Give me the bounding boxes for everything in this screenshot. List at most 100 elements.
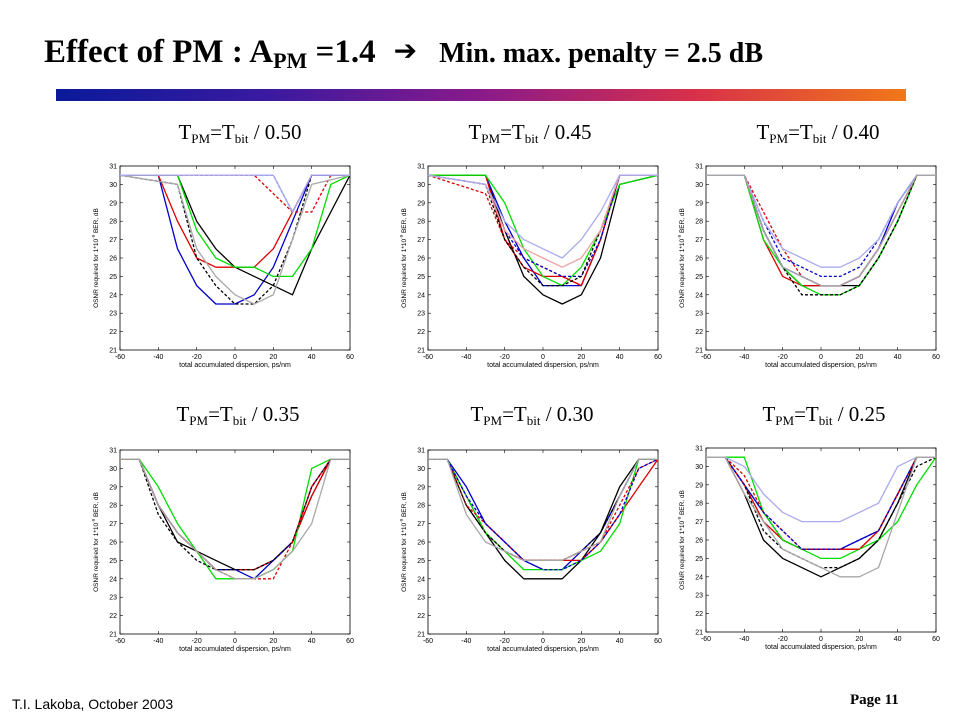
plot-frame: [119, 165, 351, 351]
x-tick-label: -60: [115, 638, 125, 645]
title-penalty: Min. max. penalty = 2.5 dB: [439, 38, 764, 69]
series-line-9: [706, 174, 936, 287]
y-tick-label: 29: [417, 484, 425, 491]
y-tick-label: 21: [695, 348, 703, 355]
x-axis-label: total accumulated dispersion, ps/nm: [765, 644, 877, 651]
y-tick-label: 25: [109, 558, 117, 565]
x-tick-label: 60: [932, 354, 940, 361]
series-line-7: [706, 174, 936, 278]
y-tick-label: 26: [109, 256, 117, 263]
x-tick-label: 60: [346, 638, 354, 645]
chart-4: 21 22 23 24 25 26 27 28 29 30 31 -60 -40 -20 0 20 40 60 to…: [91, 448, 354, 654]
x-axis-label: total accumulated dispersion, ps/nm: [487, 646, 599, 653]
x-tick-label: -40: [739, 354, 749, 361]
y-tick-label: 31: [109, 448, 117, 455]
x-tick-label: -40: [153, 638, 163, 645]
y-tick-label: 27: [109, 521, 117, 528]
x-tick-label: 40: [308, 354, 316, 361]
y-tick-label: 25: [695, 274, 703, 281]
page-number: Page 11: [850, 692, 899, 708]
series-line-4: [428, 174, 659, 287]
x-tick-label: -20: [778, 354, 788, 361]
plot-frame: [705, 447, 937, 633]
y-axis-label: OSNR required for 1*10-9 BER, dB: [91, 208, 100, 308]
y-tick-label: 21: [695, 630, 703, 637]
y-tick-label: 22: [109, 329, 117, 336]
y-tick-label: 23: [695, 593, 703, 600]
y-tick-label: 22: [417, 329, 425, 336]
panel-title-3: TPM=Tbit / 0.40: [756, 120, 880, 146]
y-tick-label: 26: [695, 256, 703, 263]
y-tick-label: 23: [417, 311, 425, 318]
slide-title: Effect of PM : APM =1.4 ➔ Min. max. penalt…: [44, 34, 763, 74]
y-tick-label: 24: [109, 576, 117, 583]
chart-5: 21 22 23 24 25 26 27 28 29 30 31 -60 -40 -20 0 20 40 60 to…: [399, 448, 662, 654]
x-tick-label: -40: [461, 354, 471, 361]
y-tick-label: 28: [695, 501, 703, 508]
x-tick-label: 40: [616, 354, 624, 361]
accent-gradient-bar: [56, 89, 906, 101]
chart-6: 21 22 23 24 25 26 27 28 29 30 31 -60 -40 -20 0 20 40 60 to…: [677, 446, 940, 652]
x-tick-label: -60: [701, 354, 711, 361]
y-tick-label: 25: [695, 556, 703, 563]
x-tick-label: -20: [500, 638, 510, 645]
y-tick-label: 21: [417, 632, 425, 639]
y-tick-label: 25: [417, 558, 425, 565]
y-tick-label: 24: [109, 292, 117, 299]
y-tick-label: 23: [417, 595, 425, 602]
y-tick-label: 29: [109, 200, 117, 207]
x-tick-label: -40: [153, 354, 163, 361]
y-tick-label: 24: [695, 292, 703, 299]
y-tick-label: 26: [417, 540, 425, 547]
panel-title-4: TPM=Tbit / 0.35: [176, 402, 300, 428]
y-tick-label: 22: [695, 329, 703, 336]
y-tick-label: 24: [417, 292, 425, 299]
footer-author: T.I. Lakoba, October 2003: [12, 696, 174, 712]
y-tick-label: 29: [109, 484, 117, 491]
y-tick-label: 28: [417, 503, 425, 510]
series-line-8: [706, 174, 936, 268]
y-axis-label: OSNR required for 1*10-9 BER, dB: [399, 492, 408, 592]
series-line-9: [120, 174, 350, 213]
series-line-5: [119, 174, 350, 305]
chart-3: 21 22 23 24 25 26 27 28 29 30 31 -60 -40 -20 0 20 40 60 to…: [677, 164, 940, 370]
x-tick-label: -40: [461, 638, 471, 645]
y-tick-label: 31: [417, 448, 425, 455]
y-tick-label: 22: [109, 613, 117, 620]
x-tick-label: -20: [500, 354, 510, 361]
y-tick-label: 29: [695, 482, 703, 489]
y-axis-label: OSNR required for 1*10-9 BER, dB: [677, 208, 686, 308]
series-line-8: [119, 174, 351, 305]
y-tick-label: 30: [417, 466, 425, 473]
series-line-4: [120, 174, 351, 278]
plot-frame: [119, 449, 351, 635]
y-tick-label: 27: [695, 519, 703, 526]
y-axis-label: OSNR required for 1*10-9 BER, dB: [677, 490, 686, 590]
y-tick-label: 29: [695, 200, 703, 207]
panel-title-5: TPM=Tbit / 0.30: [470, 402, 594, 428]
x-tick-label: 20: [577, 354, 585, 361]
x-axis-label: total accumulated dispersion, ps/nm: [765, 362, 877, 369]
x-tick-label: 0: [819, 636, 823, 643]
y-tick-label: 27: [417, 521, 425, 528]
series-line-7: [706, 456, 936, 550]
x-tick-label: -40: [739, 636, 749, 643]
y-tick-label: 25: [417, 274, 425, 281]
x-tick-label: 0: [819, 354, 823, 361]
x-tick-label: 40: [894, 636, 902, 643]
x-tick-label: 40: [308, 638, 316, 645]
series-line-3: [120, 174, 351, 296]
y-tick-label: 28: [417, 219, 425, 226]
x-tick-label: -60: [423, 354, 433, 361]
y-tick-label: 24: [417, 576, 425, 583]
y-tick-label: 27: [695, 237, 703, 244]
x-tick-label: 0: [541, 638, 545, 645]
y-tick-label: 27: [417, 237, 425, 244]
x-tick-label: 60: [346, 354, 354, 361]
x-tick-label: 20: [855, 354, 863, 361]
y-axis-label: OSNR required for 1*10-9 BER, dB: [91, 492, 100, 592]
x-tick-label: 0: [541, 354, 545, 361]
y-tick-label: 29: [417, 200, 425, 207]
series-line-7: [428, 458, 659, 571]
x-axis-label: total accumulated dispersion, ps/nm: [487, 362, 599, 369]
